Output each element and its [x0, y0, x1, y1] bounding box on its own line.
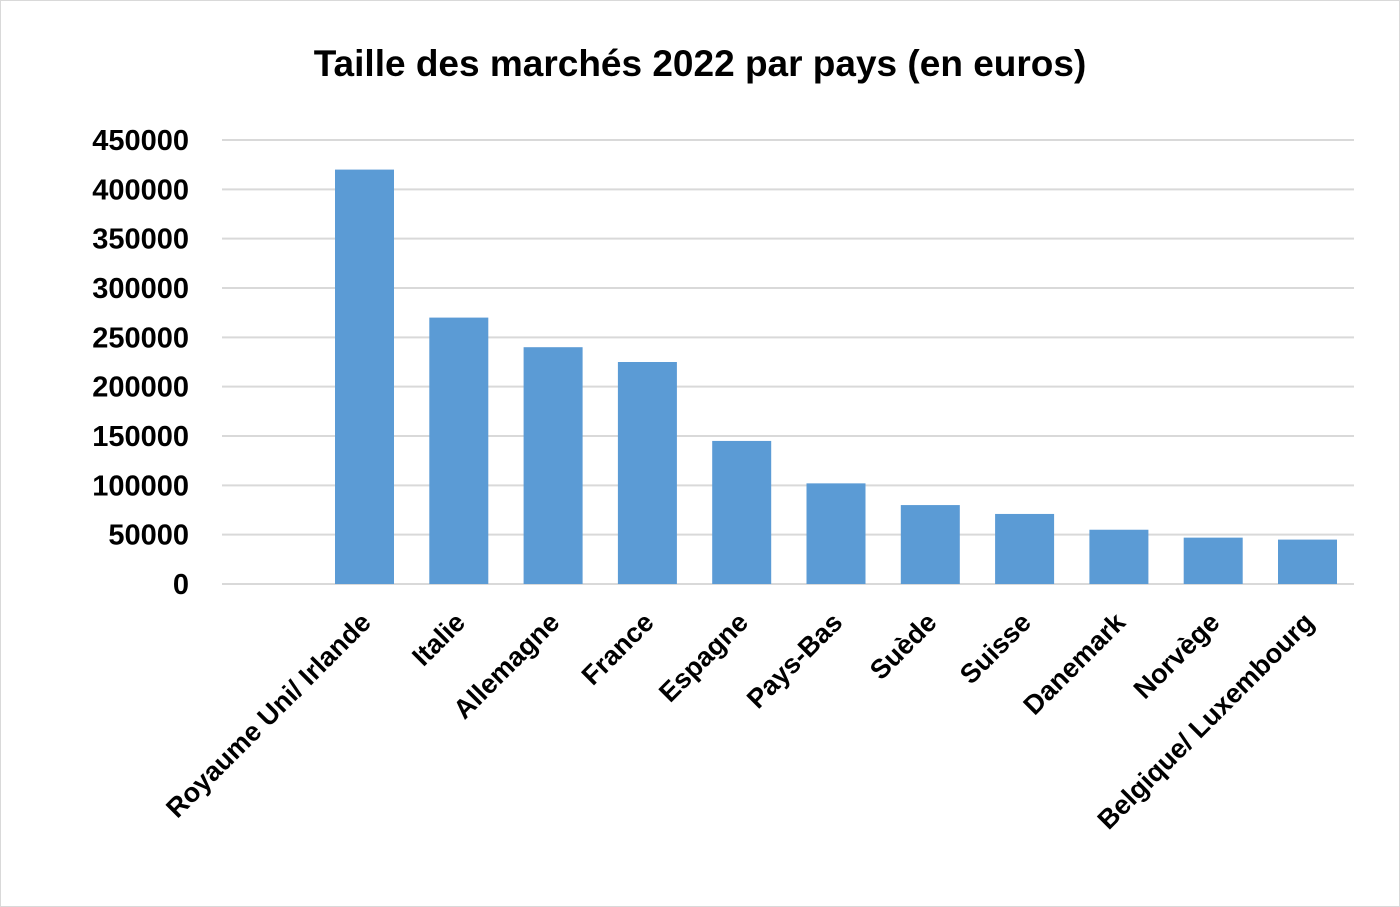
- bar: [335, 169, 394, 584]
- x-tick-label: Suède: [864, 607, 943, 686]
- chart-title: Taille des marchés 2022 par pays (en eur…: [314, 43, 1087, 84]
- y-tick-label: 50000: [108, 520, 189, 552]
- y-tick-label: 350000: [92, 224, 189, 256]
- bar: [900, 505, 960, 584]
- bar: [429, 317, 489, 584]
- bar: [995, 513, 1055, 584]
- bars: [335, 169, 1337, 584]
- bar: [1183, 537, 1243, 584]
- x-tick-label: Suisse: [954, 607, 1037, 690]
- y-tick-label: 200000: [92, 372, 189, 404]
- x-tick-label: Norvège: [1128, 607, 1226, 705]
- y-tick-label: 300000: [92, 273, 189, 305]
- y-tick-label: 100000: [92, 470, 189, 502]
- y-tick-label: 450000: [92, 125, 189, 157]
- y-tick-label: 150000: [92, 421, 189, 453]
- bar: [1278, 539, 1337, 584]
- bar: [523, 347, 583, 584]
- bar: [806, 483, 866, 584]
- y-axis-labels: 0 50000 100000 150000 200000 250000 300000 3500…: [92, 125, 189, 601]
- x-tick-label: Danemark: [1018, 606, 1132, 720]
- bar: [1089, 529, 1149, 584]
- x-tick-label: Espagne: [653, 607, 754, 708]
- x-tick-label: Royaume Uni/ Irlande: [160, 607, 376, 823]
- bar: [617, 362, 677, 584]
- y-tick-label: 0: [173, 569, 189, 601]
- x-tick-label: Italie: [406, 607, 471, 672]
- bar: [712, 440, 772, 584]
- x-tick-label: France: [576, 607, 660, 691]
- gridlines: [222, 139, 1354, 585]
- y-tick-label: 400000: [92, 174, 189, 206]
- x-tick-label: Pays-Bas: [741, 607, 848, 714]
- y-tick-label: 250000: [92, 322, 189, 354]
